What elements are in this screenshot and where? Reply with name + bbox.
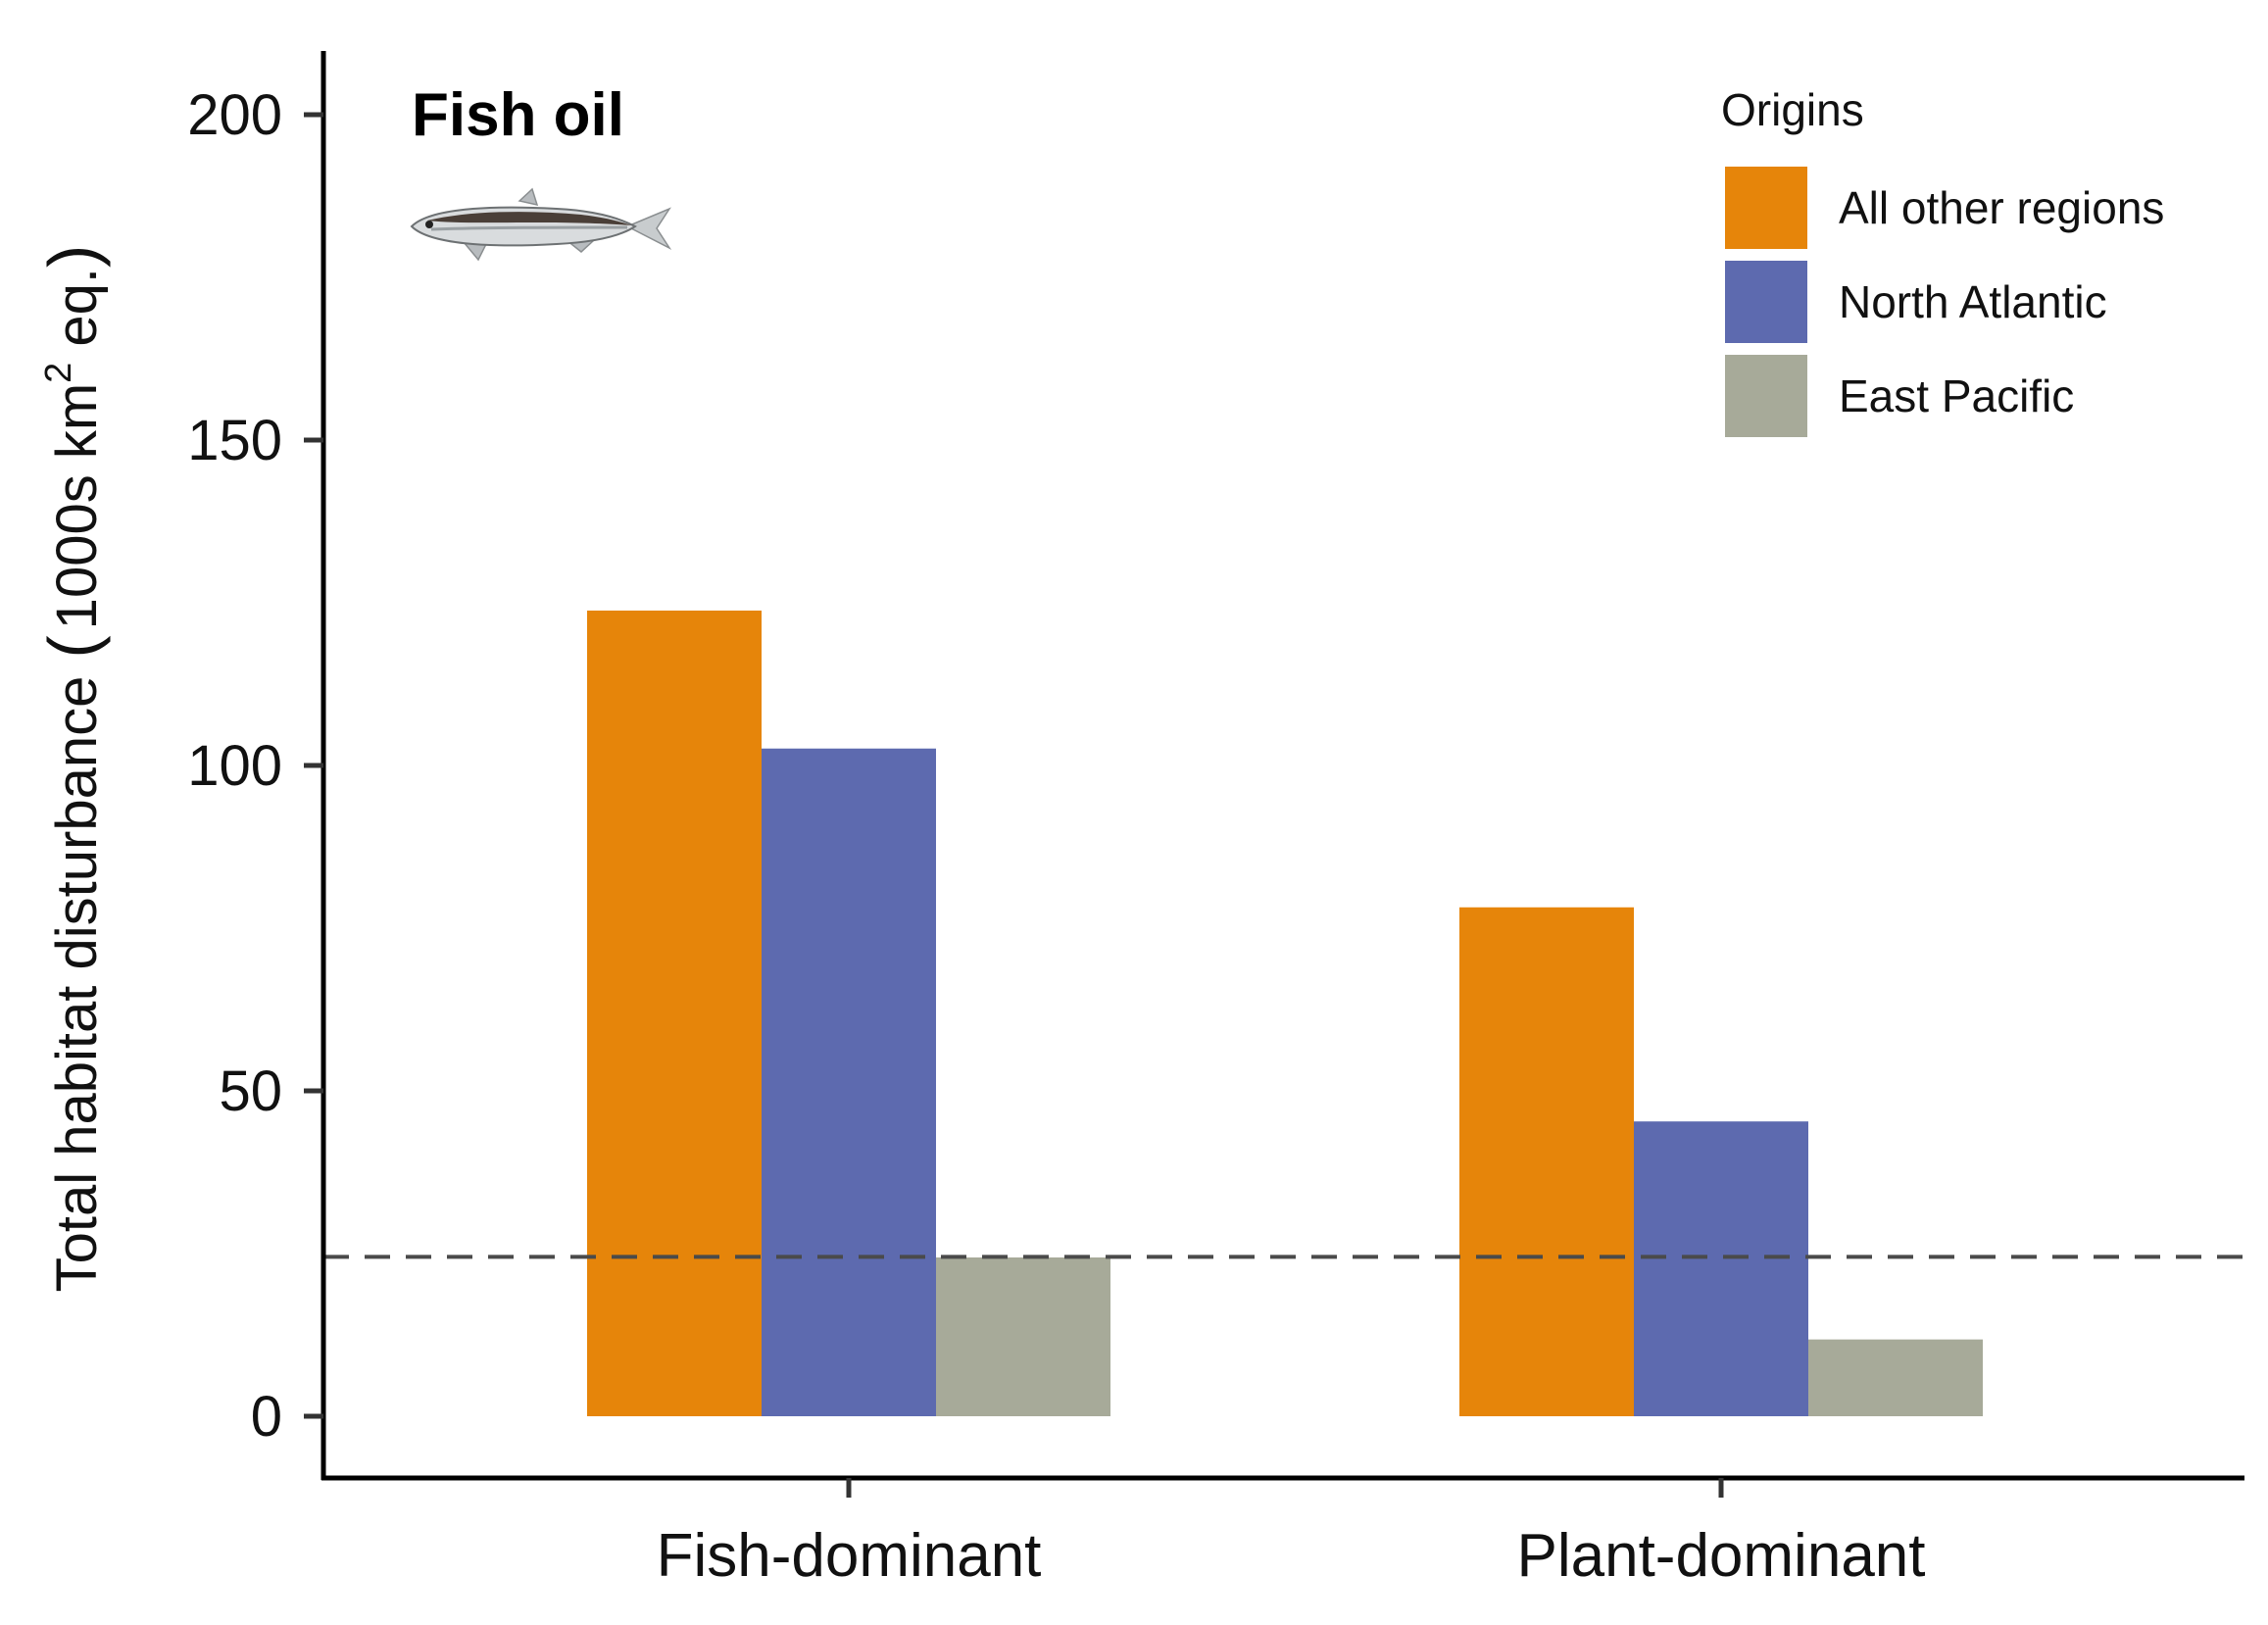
y-tick-label-100: 100 bbox=[187, 734, 282, 798]
y-tick-label-200: 200 bbox=[187, 83, 282, 147]
y-axis-label-unit-suffix: eq. bbox=[45, 268, 109, 363]
anchovy-fish-icon bbox=[410, 187, 672, 262]
fish-back-stripe bbox=[427, 212, 631, 225]
y-ticks-layer: 0 50 100 150 200 bbox=[187, 83, 323, 1449]
bar-plant-dominant-north-atlantic bbox=[1634, 1121, 1808, 1416]
legend-swatch-north-atlantic bbox=[1725, 261, 1807, 343]
fish-lateral-stripe bbox=[430, 225, 628, 231]
y-tick-label-50: 50 bbox=[219, 1059, 282, 1123]
panel-title: Fish oil bbox=[412, 81, 624, 149]
x-ticks-layer: Fish-dominant Plant-dominant bbox=[657, 1478, 1926, 1590]
y-axis-label-unit-sup: 2 bbox=[38, 363, 79, 383]
bars-layer bbox=[587, 610, 1983, 1416]
fish-eye bbox=[425, 221, 433, 228]
y-axis-label-unit: 1000s km bbox=[45, 383, 109, 629]
y-axis-label-main: Total habitat disturbance bbox=[45, 676, 109, 1293]
y-axis-label-close-paren: ) bbox=[34, 245, 111, 268]
legend-title: Origins bbox=[1721, 84, 1864, 135]
x-tick-label-plant-dominant: Plant-dominant bbox=[1516, 1522, 1925, 1590]
bar-fish-dominant-east-pacific bbox=[936, 1256, 1110, 1416]
fish-tail-fin bbox=[625, 207, 672, 250]
bar-plant-dominant-east-pacific bbox=[1808, 1339, 1983, 1416]
bar-plant-dominant-all-other-regions bbox=[1459, 907, 1634, 1416]
legend-label-east-pacific: East Pacific bbox=[1839, 370, 2074, 421]
legend-swatch-all-other-regions bbox=[1725, 167, 1807, 249]
y-tick-label-150: 150 bbox=[187, 409, 282, 472]
legend-swatch-east-pacific bbox=[1725, 355, 1807, 437]
legend-label-all-other-regions: All other regions bbox=[1839, 182, 2164, 233]
x-tick-label-fish-dominant: Fish-dominant bbox=[657, 1522, 1042, 1590]
fish-dorsal-fin bbox=[518, 187, 539, 207]
y-axis-label-open-paren: ( bbox=[34, 635, 111, 658]
legend-label-north-atlantic: North Atlantic bbox=[1839, 276, 2107, 327]
bar-fish-dominant-all-other-regions bbox=[587, 610, 762, 1416]
bar-fish-dominant-north-atlantic bbox=[762, 748, 936, 1416]
y-tick-label-0: 0 bbox=[251, 1385, 282, 1449]
legend: Origins All other regions North Atlantic… bbox=[1721, 84, 2164, 437]
y-axis-label: Total habitat disturbance (1000s km2 eq.) bbox=[34, 245, 111, 1293]
